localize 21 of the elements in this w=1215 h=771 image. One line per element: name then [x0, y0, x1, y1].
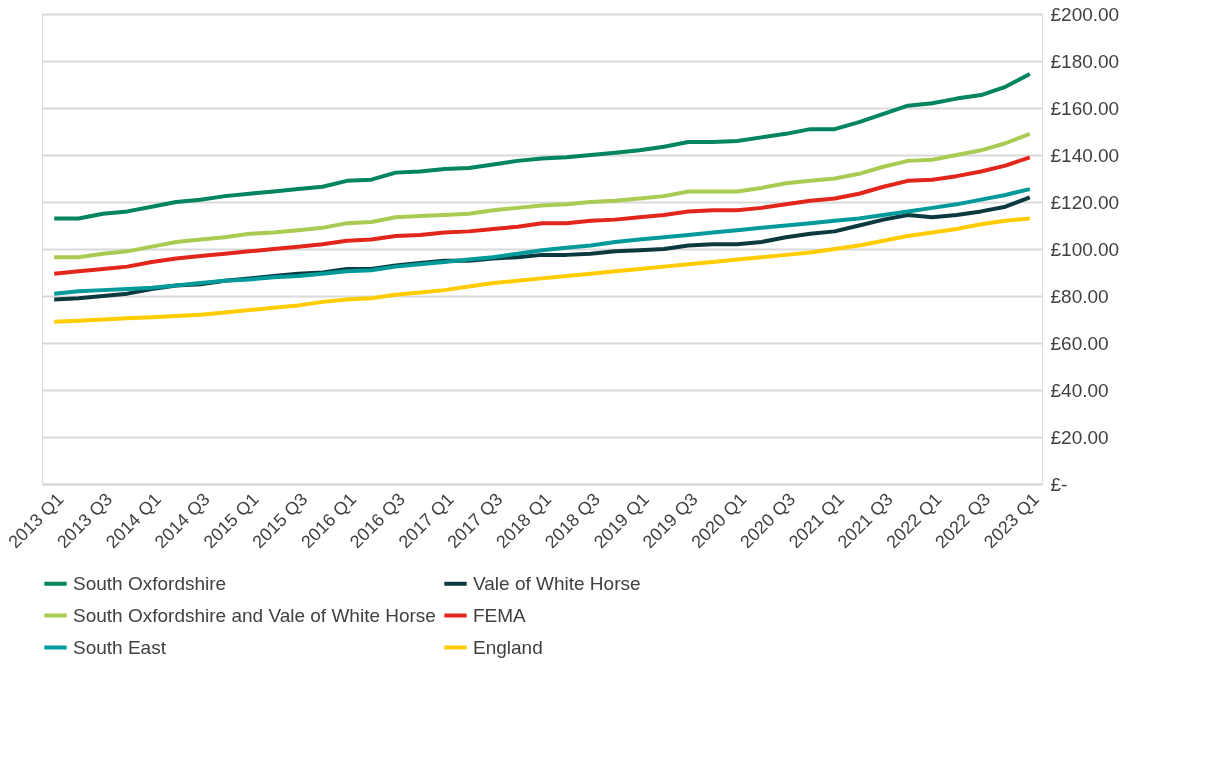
y-tick-label: £140.00 — [1050, 144, 1120, 166]
y-tick-label: £60.00 — [1050, 332, 1109, 354]
legend-label: South East — [73, 636, 167, 658]
line-series — [52, 155, 1032, 276]
line-series — [52, 131, 1032, 260]
y-tick-label: £100.00 — [1050, 238, 1120, 260]
y-tick-label: £80.00 — [1050, 285, 1109, 307]
y-tick-label: £- — [1050, 473, 1068, 495]
line-series — [52, 216, 1032, 324]
y-tick-label: £20.00 — [1050, 426, 1109, 448]
line-series — [52, 71, 1032, 221]
legend-label: Vale of White Horse — [473, 572, 641, 594]
legend-label: South Oxfordshire and Vale of White Horse — [73, 604, 436, 626]
y-tick-label: £40.00 — [1050, 379, 1109, 401]
legend-label: FEMA — [473, 604, 527, 626]
legend-label: South Oxfordshire — [73, 572, 227, 594]
y-tick-label: £160.00 — [1050, 97, 1120, 119]
y-tick-label: £200.00 — [1050, 3, 1120, 25]
y-tick-label: £180.00 — [1050, 50, 1120, 72]
y-tick-label: £120.00 — [1050, 191, 1120, 213]
legend-label: England — [473, 636, 543, 658]
